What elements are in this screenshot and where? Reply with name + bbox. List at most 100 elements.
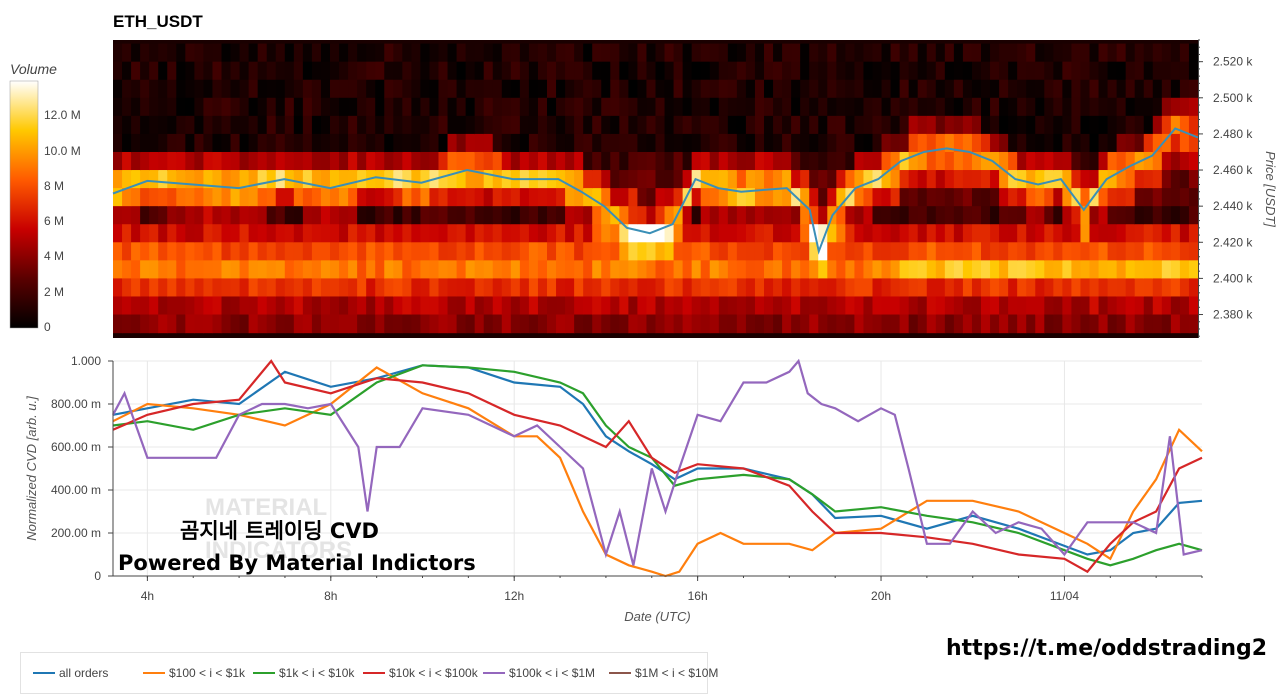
heatmap-cell [483,314,494,334]
x-tick-label: 20h [871,589,891,603]
heatmap-cell [122,61,132,81]
heatmap-cell [275,43,286,63]
heatmap-cell [1125,206,1136,225]
heatmap-cell [809,115,819,135]
heatmap-cell [655,170,666,189]
heatmap-cell [1098,206,1109,225]
heatmap-cell [402,133,412,153]
heatmap-cell [1017,43,1027,63]
legend-item[interactable]: all orders [33,666,108,680]
series-line [112,366,1203,578]
legend-item[interactable]: $100 < i < $1k [143,666,245,680]
heatmap-cell [628,260,639,279]
heatmap-cell [257,260,268,279]
heatmap-cell [1134,224,1145,243]
heatmap-cell [357,242,367,261]
heatmap-cell [239,79,250,99]
heatmap-cell [899,260,910,279]
heatmap-cell [845,151,856,171]
heatmap-cell [456,206,467,225]
heatmap-cell [185,260,195,279]
heatmap-cell [872,296,883,316]
heatmap-cell [990,224,1000,243]
heatmap-cell [1143,260,1154,279]
heatmap-cell [140,115,150,135]
legend-item[interactable]: $1M < i < $10M [609,666,718,680]
heatmap-cell [854,314,865,334]
heatmap-cell [239,278,250,298]
heatmap-cell [483,206,494,225]
heatmap-cell [1053,296,1063,316]
heatmap-cell [411,314,422,334]
heatmap-cell [113,97,123,117]
heatmap-cell [185,79,195,99]
heatmap-cell [212,260,223,279]
heatmap-cell [501,43,512,63]
heatmap-cell [1098,151,1109,171]
heatmap-cell [1044,278,1054,298]
heatmap-cell [981,278,991,298]
heatmap-cell [230,79,241,99]
heatmap-cell [745,61,756,81]
heatmap-cell [547,61,557,81]
heatmap-cell [348,224,358,243]
heatmap-cell [519,224,530,243]
heatmap-cell [818,224,828,243]
heatmap-cell [619,206,629,225]
heatmap-cell [113,133,123,153]
legend-item[interactable]: $1k < i < $10k [253,666,354,680]
heatmap-cell [221,314,232,334]
heatmap-cell [673,188,684,207]
heatmap-cell [140,188,150,207]
heatmap-cell [357,43,367,63]
heatmap-cell [1179,43,1190,63]
heatmap-cell [664,188,675,207]
heatmap-cell [311,224,322,243]
heatmap-cell [727,224,738,243]
heatmap-cell [375,260,385,279]
heatmap-cell [339,97,349,117]
heatmap-cell [320,115,331,135]
heatmap-cell [1089,151,1100,171]
heatmap-cell [122,97,132,117]
heatmap-cell [845,133,856,153]
heatmap-cell [999,97,1009,117]
heatmap-cell [311,296,322,316]
heatmap-cell [456,151,467,171]
legend-item[interactable]: $10k < i < $100k [363,666,478,680]
heatmap-cell [1116,206,1127,225]
heatmap-cell [330,260,340,279]
heatmap-cell [465,260,476,279]
heatmap-cell [971,188,982,207]
heatmap-cell [890,115,901,135]
heatmap-cell [962,133,973,153]
heatmap-cell [962,115,973,135]
heatmap-cell [773,133,783,153]
legend-item[interactable]: $100k < i < $1M [483,666,595,680]
heatmap-cell [754,296,765,316]
heatmap-cell [800,115,810,135]
heatmap-cell [1080,314,1091,334]
heatmap-cell [1143,188,1154,207]
heatmap-cell [863,170,874,189]
heatmap-cell [131,79,141,99]
heatmap-cell [610,296,620,316]
heatmap-cell [1080,170,1091,189]
heatmap-cell [185,278,195,298]
heatmap-cell [384,224,394,243]
heatmap-cell [953,278,964,298]
heatmap-cell [1008,206,1018,225]
telegram-link[interactable]: https://t.me/oddstrading2 [946,636,1268,661]
heatmap-cell [619,278,629,298]
heatmap-cell [320,242,331,261]
heatmap-cell [1125,188,1136,207]
heatmap-cell [583,170,593,189]
heatmap-cell [1188,224,1199,243]
heatmap-cell [890,296,901,316]
heatmap-cell [456,115,467,135]
heatmap-cell [556,188,566,207]
heatmap-cell [574,97,584,117]
heatmap-cell [809,314,819,334]
heatmap-cell [863,296,874,316]
